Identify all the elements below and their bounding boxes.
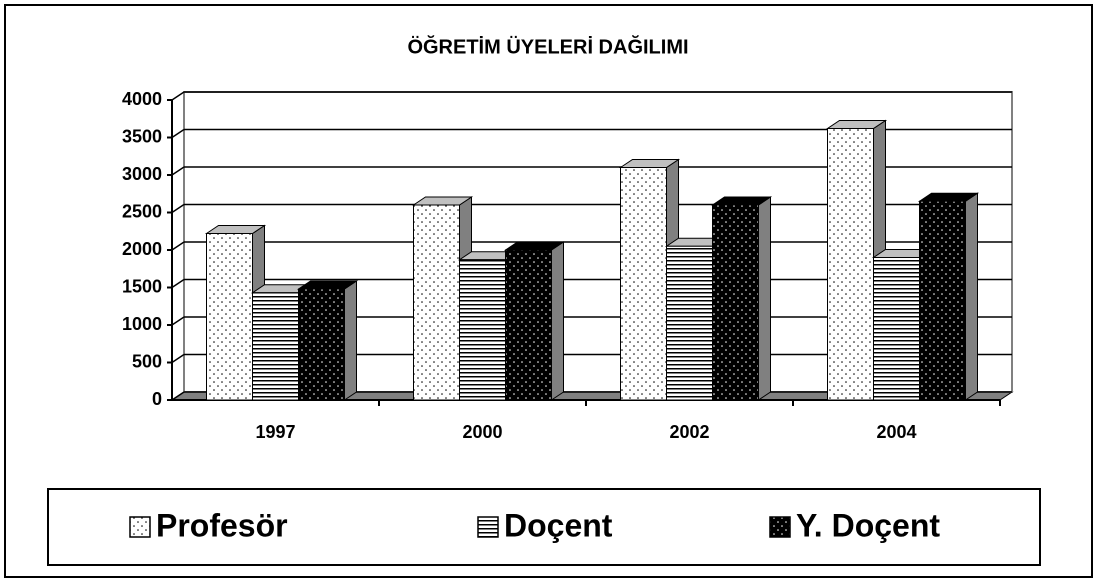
y-tick-label: 4000 bbox=[122, 89, 162, 109]
bar bbox=[252, 292, 299, 401]
legend-label: Profesör bbox=[156, 507, 288, 543]
y-tick-label: 3000 bbox=[122, 164, 162, 184]
grid-line-side bbox=[171, 316, 185, 326]
bar bbox=[459, 259, 506, 401]
grid-line-side bbox=[171, 241, 185, 251]
bar bbox=[827, 128, 874, 401]
x-tick-label: 2000 bbox=[462, 422, 502, 442]
legend-swatch bbox=[477, 516, 499, 538]
bar-side bbox=[758, 196, 771, 401]
bar bbox=[298, 288, 345, 401]
grid-line-side bbox=[171, 203, 185, 214]
grid-line-side bbox=[171, 391, 185, 401]
bar-side bbox=[344, 280, 357, 401]
grid-line-side bbox=[171, 91, 185, 101]
legend-box bbox=[47, 488, 1041, 566]
legend-label: Doçent bbox=[504, 507, 613, 543]
y-tick-label: 1000 bbox=[122, 314, 162, 334]
bar bbox=[666, 245, 713, 401]
grid-line-side bbox=[171, 166, 185, 176]
bar bbox=[919, 200, 966, 401]
bar-side bbox=[551, 241, 564, 401]
y-tick-label: 0 bbox=[152, 389, 162, 409]
grid-line-side bbox=[171, 353, 185, 364]
bar bbox=[505, 249, 552, 401]
bar bbox=[206, 233, 253, 401]
chart-title: ÖĞRETİM ÜYELERİ DAĞILIMI bbox=[407, 34, 688, 58]
legend-label: Y. Doçent bbox=[796, 507, 940, 543]
y-tick-label: 1500 bbox=[122, 276, 162, 296]
y-tick-label: 2500 bbox=[122, 201, 162, 221]
bar bbox=[413, 204, 460, 401]
bar bbox=[873, 257, 920, 401]
grid-line-side bbox=[171, 128, 185, 139]
x-tick-label: 1997 bbox=[255, 422, 295, 442]
legend-swatch bbox=[769, 516, 791, 538]
grid-line-side bbox=[171, 278, 185, 289]
y-tick-label: 500 bbox=[132, 351, 162, 371]
legend-swatch bbox=[129, 516, 151, 538]
bar bbox=[712, 204, 759, 401]
x-tick-label: 2002 bbox=[669, 422, 709, 442]
y-tick-label: 2000 bbox=[122, 239, 162, 259]
y-tick-label: 3500 bbox=[122, 126, 162, 146]
bar-side bbox=[965, 192, 978, 401]
x-tick-label: 2004 bbox=[876, 422, 916, 442]
bar bbox=[620, 167, 667, 401]
